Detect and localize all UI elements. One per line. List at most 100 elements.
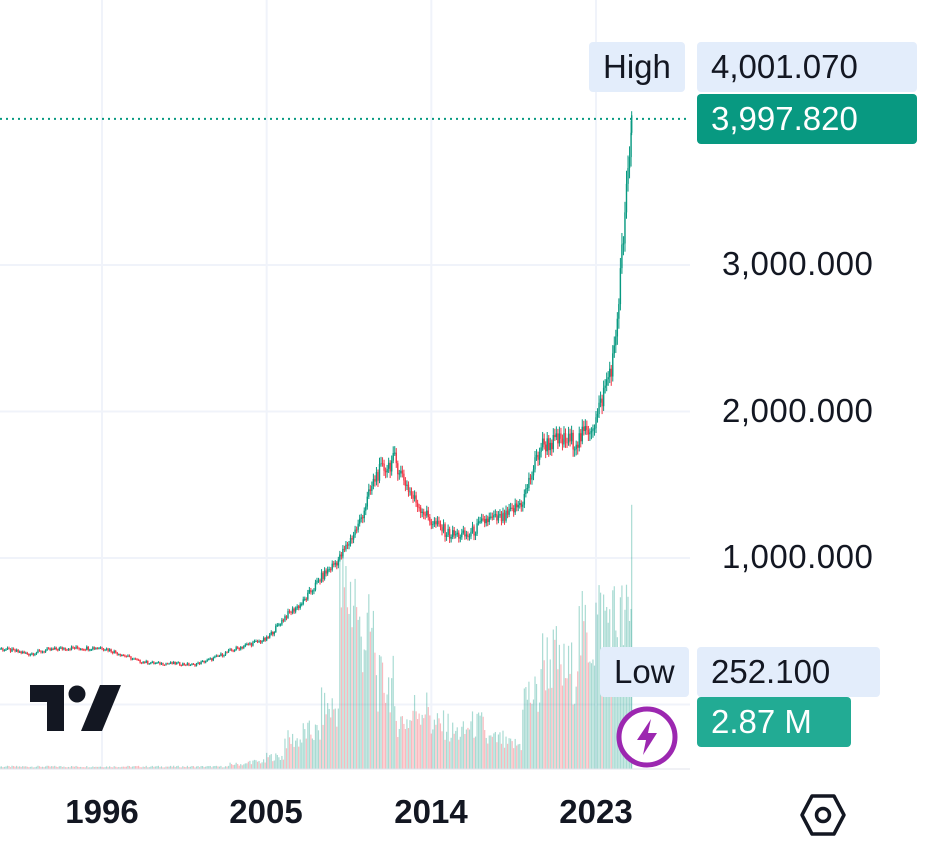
candle-body	[241, 647, 243, 649]
volume-bar	[256, 761, 259, 769]
volume-bar	[601, 657, 603, 769]
candle-body	[310, 589, 312, 593]
candle-body	[293, 608, 295, 612]
volume-bar	[552, 629, 554, 769]
candle-body	[532, 469, 535, 476]
candle-body	[200, 661, 202, 665]
candle-body	[398, 473, 401, 475]
candle-body	[281, 619, 283, 625]
candle-body	[627, 168, 629, 184]
volume-bar	[285, 748, 288, 769]
volume-bar	[80, 766, 82, 769]
candle-body	[73, 647, 76, 649]
candle-body	[236, 647, 239, 649]
candle-body	[204, 661, 207, 663]
candle-body	[168, 663, 170, 665]
volume-bar	[314, 724, 317, 769]
candle-body	[512, 508, 515, 513]
last-price-tag: 3,997.820	[697, 94, 917, 144]
settings-hexagon-icon[interactable]	[800, 792, 846, 843]
volume-bar	[232, 765, 234, 769]
volume-bar	[218, 766, 221, 769]
candle-body	[570, 432, 573, 442]
candle-body	[584, 425, 587, 432]
candle-body	[118, 654, 120, 656]
high-value-tag: 4,001.070	[697, 42, 917, 92]
volume-bar	[250, 764, 253, 769]
volume-bar	[73, 766, 76, 769]
volume-bar	[404, 729, 407, 769]
volume-bar	[429, 715, 431, 769]
candle-body	[331, 563, 333, 570]
candle-body	[78, 648, 80, 650]
candle-body	[137, 659, 140, 661]
candle-body	[203, 661, 205, 663]
volume-bar	[151, 765, 153, 769]
volume-bar	[394, 706, 396, 769]
candle-body	[81, 648, 83, 650]
candle-body	[511, 507, 513, 509]
candle-body	[487, 518, 489, 523]
volume-bar	[534, 676, 536, 769]
volume-bar	[162, 767, 164, 769]
candle-body	[276, 624, 279, 626]
volume-bar	[141, 767, 143, 769]
volume-bar	[272, 761, 274, 769]
candle-body	[308, 589, 311, 593]
candle-body	[496, 514, 498, 521]
candle-body	[528, 477, 530, 488]
candle-body	[43, 651, 45, 653]
candle-body	[416, 502, 419, 508]
volume-bar	[566, 678, 568, 769]
volume-bar	[595, 602, 597, 769]
volume-bar	[247, 761, 249, 769]
lightning-icon[interactable]	[615, 705, 679, 774]
candle-body	[534, 457, 536, 470]
candle-body	[418, 507, 420, 509]
candle-body	[28, 653, 30, 656]
candle-body	[453, 530, 455, 536]
candle-body	[548, 438, 550, 451]
volume-bar	[95, 766, 97, 769]
volume-bar	[31, 766, 33, 769]
volume-bar	[166, 766, 169, 769]
candle-body	[491, 516, 494, 518]
volume-bar	[334, 708, 336, 769]
candle-body	[111, 651, 114, 653]
volume-bar	[450, 737, 452, 769]
candle-body	[447, 528, 449, 535]
volume-bar	[177, 765, 179, 769]
volume-bar	[420, 724, 422, 769]
volume-bar	[189, 766, 192, 769]
candle-body	[601, 398, 603, 407]
candle-body	[461, 532, 463, 538]
volume-bar	[130, 767, 132, 769]
candle-body	[378, 464, 381, 481]
volume-bar	[102, 767, 105, 769]
volume-bar	[471, 711, 474, 769]
volume-bar	[224, 766, 227, 769]
candle-body	[177, 662, 179, 664]
volume-bar	[118, 766, 120, 769]
candle-body	[215, 655, 218, 657]
volume-bar	[380, 656, 382, 769]
candle-body	[291, 608, 294, 613]
volume-bar	[470, 721, 472, 769]
volume-bar	[237, 763, 239, 769]
volume-bar	[557, 669, 559, 769]
candle-body	[473, 526, 475, 536]
volume-bar	[555, 626, 557, 769]
candle-body	[165, 663, 167, 665]
volume-bar	[246, 763, 248, 769]
candle-body	[93, 647, 96, 649]
volume-bar	[610, 668, 612, 769]
volume-bar	[313, 740, 315, 769]
candle-body	[389, 462, 391, 472]
candle-body	[299, 604, 301, 608]
volume-bar	[214, 766, 216, 769]
candle-body	[543, 438, 545, 445]
candle-body	[285, 616, 288, 618]
volume-bar	[185, 767, 187, 769]
volume-bar	[336, 726, 338, 769]
volume-bar	[142, 766, 144, 769]
